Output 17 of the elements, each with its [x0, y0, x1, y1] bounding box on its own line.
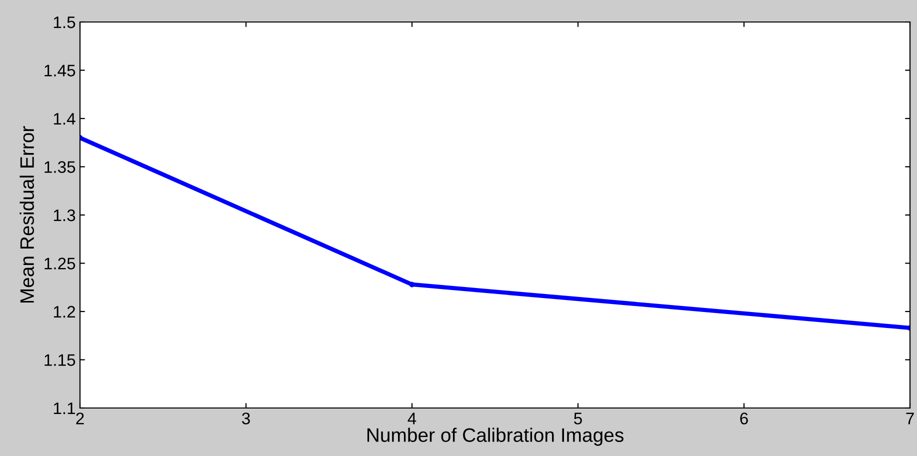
y-tick-label: 1.1: [54, 402, 76, 414]
y-tick-label: 1.3: [54, 209, 76, 222]
x-axis-title: Number of Calibration Images: [367, 428, 624, 446]
y-tick-label: 1.45: [44, 64, 76, 76]
y-tick-label: 1.15: [44, 354, 76, 366]
y-tick-label: 1.5: [54, 16, 76, 28]
y-tick-label: 1.4: [54, 113, 76, 125]
x-tick-label: 5: [574, 412, 582, 424]
x-tick-label: 3: [242, 412, 250, 424]
x-tick-label: 2: [76, 412, 84, 424]
y-tick-label: 1.35: [44, 161, 76, 173]
y-tick-label: 1.2: [54, 306, 75, 318]
x-tick-label: 6: [740, 412, 748, 424]
x-tick-label: 4: [408, 412, 416, 424]
x-tick-label: 7: [906, 412, 914, 424]
y-axis-title: Mean Residual Error: [20, 126, 34, 303]
y-tick-label: 1.25: [44, 258, 76, 270]
